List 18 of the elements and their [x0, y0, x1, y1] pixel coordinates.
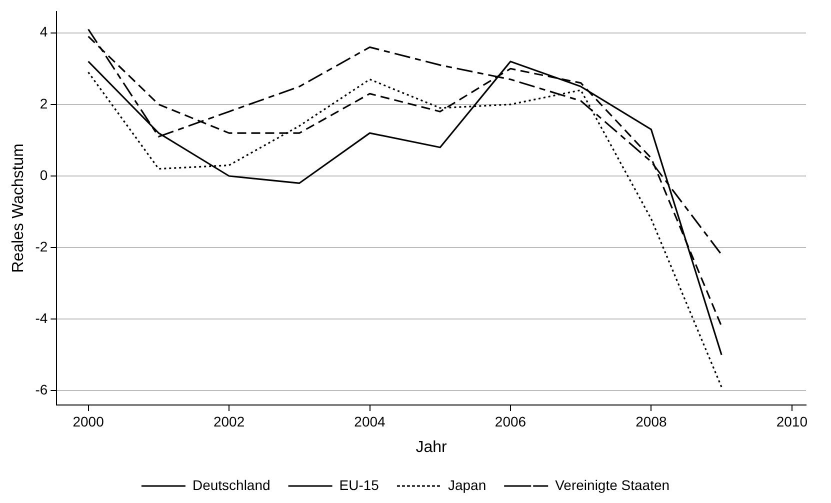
y-axis-title: Reales Wachstum [10, 144, 28, 273]
y-tick-label: 0 [40, 166, 48, 183]
y-tick-label: -4 [35, 310, 48, 326]
x-tick-label: 2010 [776, 413, 808, 430]
legend-label: Japan [448, 476, 486, 493]
y-tick-label: -6 [35, 382, 48, 398]
y-tick-label: 2 [40, 95, 48, 112]
y-tick-label: 4 [40, 24, 48, 40]
x-axis-title: Jahr [416, 438, 448, 456]
x-tick-label: 2004 [354, 413, 386, 430]
legend-label: EU-15 [339, 476, 380, 493]
x-tick-label: 2000 [72, 413, 104, 430]
x-tick-label: 2008 [636, 413, 667, 430]
legend-label: Vereinigte Staaten [555, 476, 670, 493]
legend-label: Deutschland [192, 476, 270, 493]
x-tick-label: 2006 [494, 413, 526, 430]
x-tick-label: 2002 [213, 413, 245, 430]
y-tick-label: -2 [35, 238, 48, 254]
